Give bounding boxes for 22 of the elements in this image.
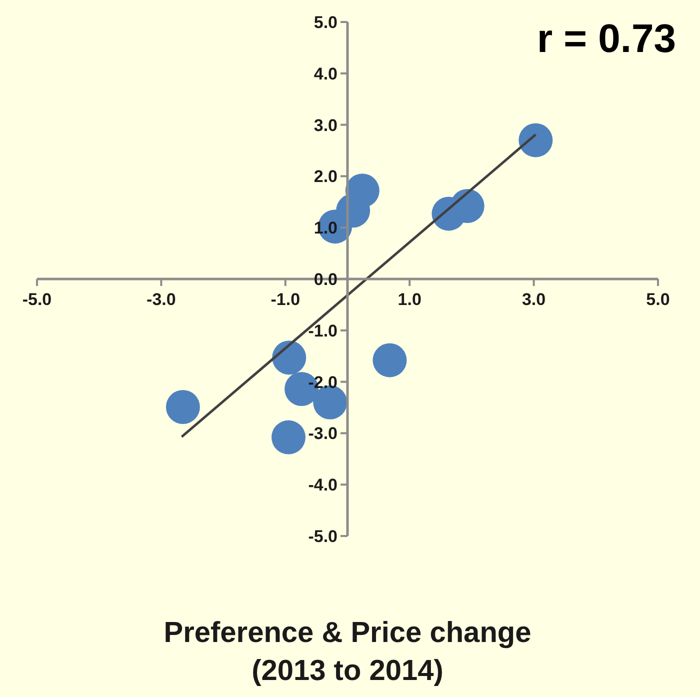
point — [272, 420, 306, 454]
y-tick-label: 3.0 — [314, 116, 338, 135]
x-tick-label: -5.0 — [22, 290, 52, 309]
x-tick-label: -1.0 — [270, 290, 300, 309]
x-tick-label: -3.0 — [146, 290, 176, 309]
y-tick-label: 4.0 — [314, 64, 338, 84]
point — [518, 123, 553, 158]
x-tick-label: 1.0 — [398, 290, 422, 309]
y-tick-label: -3.0 — [308, 424, 338, 444]
y-tick-label: -5.0 — [308, 527, 338, 546]
y-tick-label: 2.0 — [314, 167, 338, 186]
y-tick-label: -1.0 — [308, 321, 338, 340]
point — [166, 390, 200, 424]
y-tick-label: 0.0 — [314, 270, 338, 289]
y-tick-label: 5.0 — [314, 13, 338, 32]
x-tick-label: 3.0 — [522, 290, 546, 309]
point — [372, 343, 407, 378]
y-tick-label: -4.0 — [308, 476, 338, 495]
annotation: r = 0.73 — [536, 17, 676, 61]
x-tick-label: 5.0 — [646, 290, 670, 309]
point — [272, 340, 306, 375]
x-axis-title: Preference & Price change (2013 to 2014) — [164, 617, 532, 687]
